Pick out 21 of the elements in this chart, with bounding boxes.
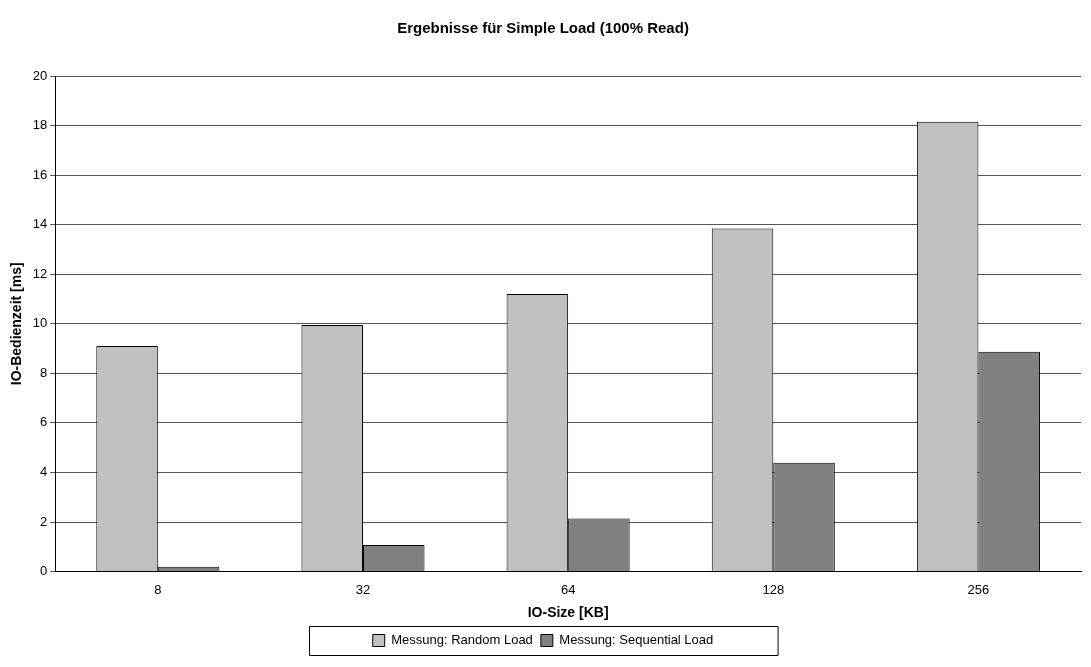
y-tick-label: 8 (40, 364, 48, 380)
y-tick-label: 10 (32, 315, 48, 331)
y-tick-label: 20 (32, 67, 48, 83)
y-tick-label: 6 (40, 414, 48, 430)
x-tick-label: 128 (762, 581, 785, 597)
y-tick-label: 12 (32, 265, 48, 281)
y-tick-label: 2 (40, 513, 48, 529)
x-tick-label: 32 (355, 581, 371, 597)
y-axis-title: IO-Bedienzeit [ms] (8, 262, 25, 386)
x-tick-label: 8 (154, 581, 162, 597)
y-tick-label: 4 (40, 464, 48, 480)
y-tick-label: 18 (32, 117, 48, 133)
legend-label: Messung: Sequential Load (559, 632, 714, 648)
y-tick-label: 14 (32, 216, 48, 232)
x-tick-label: 64 (560, 581, 576, 597)
y-tick-label: 16 (32, 166, 48, 182)
y-tick-label: 0 (40, 563, 48, 579)
x-axis-title: IO-Size [KB] (527, 604, 609, 621)
chart-title: Ergebnisse für Simple Load (100% Read) (397, 19, 689, 37)
x-tick-label: 256 (967, 581, 990, 597)
legend-label: Messung: Random Load (391, 632, 533, 648)
